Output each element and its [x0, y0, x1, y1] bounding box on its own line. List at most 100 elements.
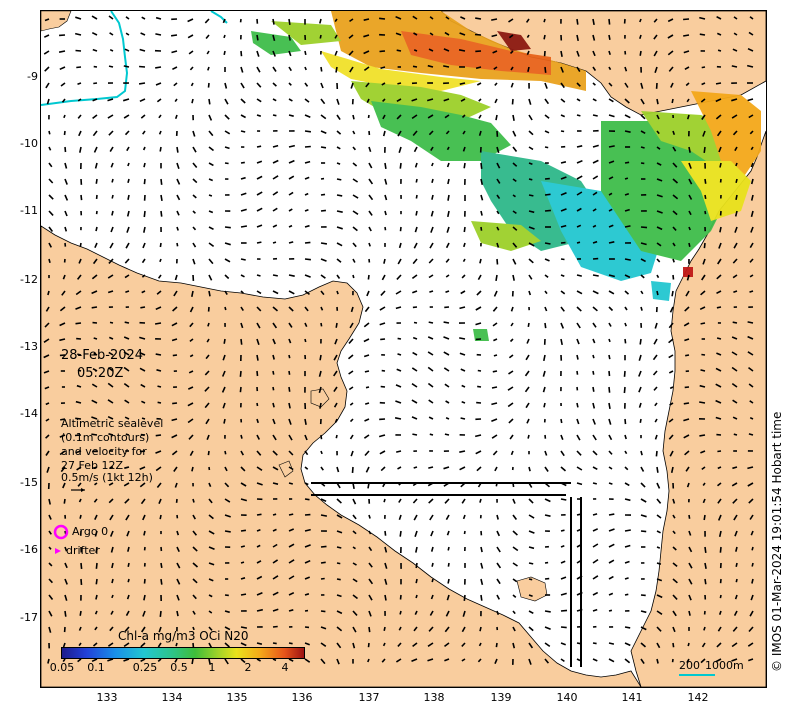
velocity-arrow: [524, 370, 530, 377]
velocity-arrow: [172, 402, 178, 405]
velocity-arrow: [624, 177, 629, 180]
velocity-arrow: [624, 658, 631, 664]
velocity-arrow: [320, 274, 326, 279]
velocity-arrow: [288, 241, 294, 244]
velocity-arrow: [288, 50, 292, 57]
velocity-arrow: [528, 194, 534, 197]
velocity-arrow: [592, 66, 597, 72]
velocity-arrow: [207, 66, 210, 71]
velocity-arrow: [478, 98, 482, 102]
velocity-arrow: [460, 417, 466, 420]
lon-tick: 139: [490, 691, 512, 704]
velocity-arrow: [384, 594, 387, 601]
velocity-arrow: [560, 434, 564, 440]
velocity-arrow: [443, 65, 450, 68]
velocity-arrow: [446, 162, 450, 168]
velocity-arrow: [208, 514, 214, 520]
velocity-arrow: [624, 66, 628, 72]
lat-tick: -16: [20, 543, 38, 556]
velocity-arrow: [544, 322, 547, 329]
velocity-arrow: [126, 210, 130, 217]
velocity-arrow: [672, 642, 675, 648]
velocity-arrow: [256, 658, 261, 662]
velocity-arrow: [608, 224, 614, 228]
altimetry-line-3: and velocity for: [61, 445, 147, 458]
depth-contour: [41, 11, 129, 106]
velocity-arrow: [352, 130, 356, 135]
velocity-arrow: [256, 592, 263, 596]
velocity-arrow: [544, 193, 551, 196]
velocity-arrow: [478, 130, 482, 136]
velocity-arrow: [750, 146, 754, 151]
velocity-arrow: [47, 658, 50, 664]
velocity-arrow: [48, 226, 54, 232]
lon-tick: 138: [423, 691, 445, 704]
velocity-arrow: [560, 592, 567, 596]
velocity-arrow: [174, 98, 178, 103]
velocity-arrow: [460, 368, 466, 372]
velocity-arrow: [239, 370, 242, 377]
velocity-arrow: [124, 466, 130, 469]
velocity-arrow: [608, 241, 615, 244]
velocity-arrow: [715, 367, 722, 372]
reference-arrow-head: [81, 488, 85, 492]
velocity-arrow: [656, 226, 663, 231]
velocity-arrow: [656, 466, 659, 473]
velocity-arrow: [94, 514, 98, 520]
velocity-arrow: [111, 178, 114, 183]
velocity-arrow: [240, 450, 244, 456]
velocity-arrow: [542, 370, 546, 377]
velocity-arrow: [304, 434, 308, 441]
velocity-arrow: [688, 546, 693, 553]
velocity-arrow: [142, 242, 146, 249]
velocity-arrow: [447, 178, 450, 185]
velocity-arrow: [685, 82, 690, 87]
chlorophyll-patches: [251, 11, 761, 341]
velocity-arrow: [623, 386, 626, 394]
velocity-arrow: [478, 642, 482, 647]
velocity-arrow: [58, 50, 66, 53]
velocity-arrow: [188, 50, 194, 55]
velocity-arrow: [143, 226, 146, 233]
velocity-arrow: [109, 321, 114, 324]
velocity-arrow: [333, 402, 338, 408]
velocity-arrow: [94, 162, 98, 169]
velocity-arrow: [667, 50, 674, 56]
velocity-arrow: [208, 498, 213, 504]
velocity-arrow: [427, 64, 434, 68]
velocity-arrow: [683, 322, 690, 327]
velocity-arrow: [656, 178, 663, 182]
velocity-arrow: [304, 66, 307, 71]
velocity-arrow: [528, 274, 533, 280]
velocity-arrow: [208, 178, 214, 182]
velocity-arrow: [142, 146, 146, 151]
velocity-arrow: [507, 402, 514, 408]
velocity-arrow: [319, 402, 322, 409]
velocity-arrow: [624, 482, 630, 487]
velocity-arrow: [544, 610, 551, 613]
velocity-arrow: [208, 210, 214, 214]
velocity-arrow: [608, 274, 616, 278]
velocity-arrow: [172, 306, 178, 312]
velocity-arrow: [138, 82, 146, 85]
velocity-arrow: [107, 290, 114, 294]
velocity-arrow: [413, 321, 418, 324]
velocity-arrow: [64, 162, 68, 169]
velocity-arrow: [653, 34, 658, 40]
velocity-arrow: [447, 210, 450, 218]
velocity-arrow: [256, 338, 260, 345]
velocity-arrow: [272, 386, 275, 391]
velocity-arrow: [123, 658, 130, 662]
velocity-arrow: [750, 594, 754, 601]
velocity-arrow: [187, 402, 194, 407]
velocity-arrow: [512, 530, 518, 536]
velocity-arrow: [608, 513, 615, 516]
velocity-arrow: [272, 34, 276, 42]
velocity-arrow: [608, 160, 615, 164]
velocity-arrow: [107, 658, 114, 662]
velocity-arrow: [256, 207, 263, 212]
velocity-arrow: [672, 194, 679, 200]
velocity-arrow: [654, 402, 658, 407]
velocity-arrow: [496, 146, 500, 154]
velocity-arrow: [187, 418, 194, 424]
